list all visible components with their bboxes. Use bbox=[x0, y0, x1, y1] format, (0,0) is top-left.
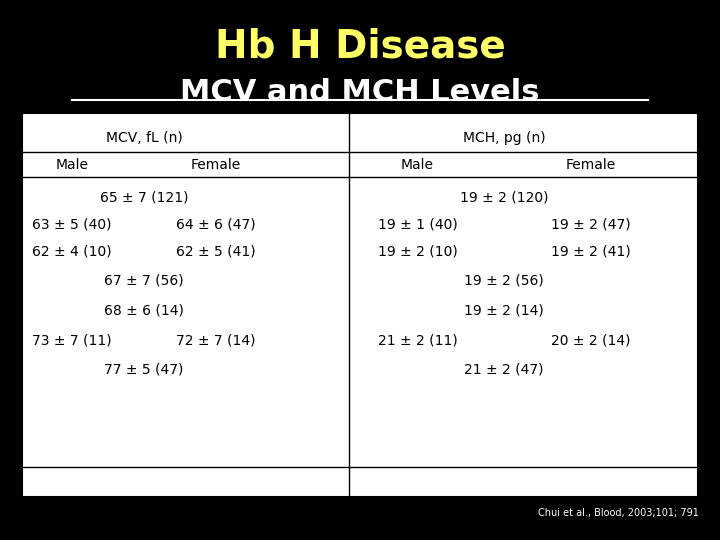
Text: 19 ± 2 (41): 19 ± 2 (41) bbox=[551, 244, 630, 258]
Text: 19 ± 2 (120): 19 ± 2 (120) bbox=[460, 190, 548, 204]
Text: 64 ± 6 (47): 64 ± 6 (47) bbox=[176, 217, 256, 231]
Text: Female: Female bbox=[191, 158, 241, 172]
Text: 19 ± 2 (10): 19 ± 2 (10) bbox=[378, 244, 457, 258]
Text: 20 ± 2 (14): 20 ± 2 (14) bbox=[551, 333, 630, 347]
Text: Female: Female bbox=[565, 158, 616, 172]
Text: Male: Male bbox=[401, 158, 434, 172]
Text: Male: Male bbox=[55, 158, 89, 172]
Text: MCV and MCH Levels: MCV and MCH Levels bbox=[180, 78, 540, 107]
Text: MCH, pg (n): MCH, pg (n) bbox=[463, 131, 545, 145]
Text: 72 ± 7 (14): 72 ± 7 (14) bbox=[176, 333, 256, 347]
Text: 21 ± 2 (11): 21 ± 2 (11) bbox=[378, 333, 457, 347]
Text: MCV, fL (n): MCV, fL (n) bbox=[106, 131, 182, 145]
Text: 19 ± 2 (47): 19 ± 2 (47) bbox=[551, 217, 630, 231]
Text: 73 ± 7 (11): 73 ± 7 (11) bbox=[32, 333, 112, 347]
Text: 65 ± 7 (121): 65 ± 7 (121) bbox=[100, 190, 188, 204]
Text: 62 ± 5 (41): 62 ± 5 (41) bbox=[176, 244, 256, 258]
Text: Hb H Disease: Hb H Disease bbox=[215, 27, 505, 65]
Text: Chui et al., Blood, 2003;101; 791: Chui et al., Blood, 2003;101; 791 bbox=[538, 508, 698, 518]
Text: 19 ± 2 (56): 19 ± 2 (56) bbox=[464, 274, 544, 288]
Text: 21 ± 2 (47): 21 ± 2 (47) bbox=[464, 363, 544, 377]
FancyBboxPatch shape bbox=[22, 113, 698, 497]
Text: 68 ± 6 (14): 68 ± 6 (14) bbox=[104, 303, 184, 318]
Text: 63 ± 5 (40): 63 ± 5 (40) bbox=[32, 217, 112, 231]
Text: 77 ± 5 (47): 77 ± 5 (47) bbox=[104, 363, 184, 377]
Text: 67 ± 7 (56): 67 ± 7 (56) bbox=[104, 274, 184, 288]
Text: 62 ± 4 (10): 62 ± 4 (10) bbox=[32, 244, 112, 258]
Text: 19 ± 2 (14): 19 ± 2 (14) bbox=[464, 303, 544, 318]
Text: 19 ± 1 (40): 19 ± 1 (40) bbox=[378, 217, 457, 231]
